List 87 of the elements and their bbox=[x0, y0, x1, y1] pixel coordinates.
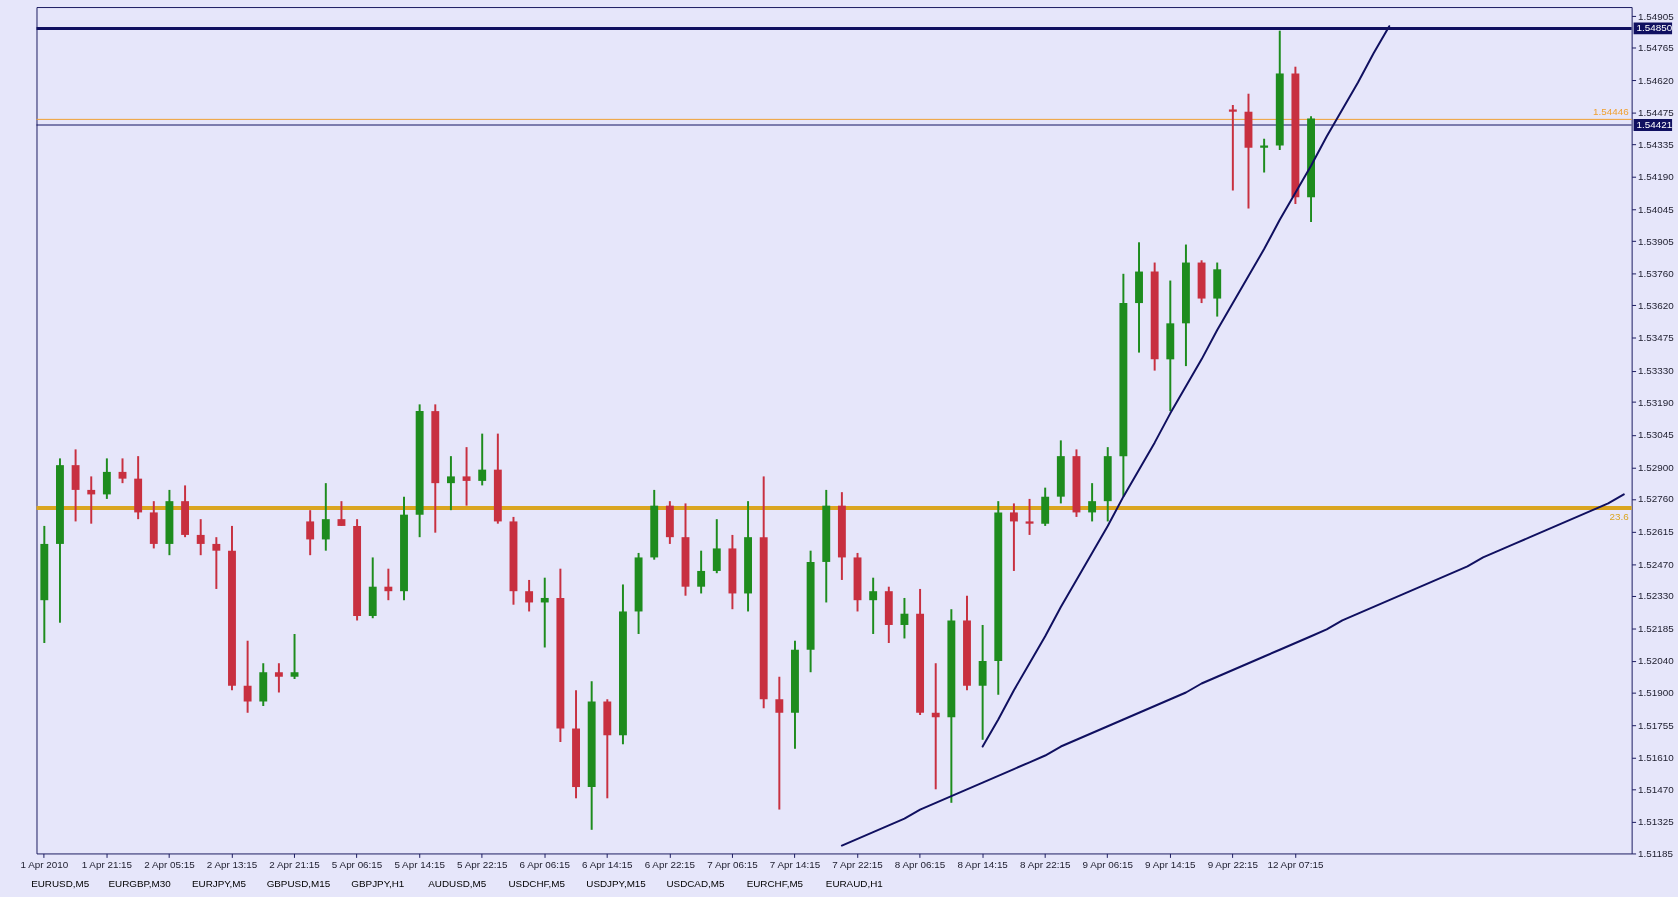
candlestick bbox=[243, 639, 252, 714]
x-tick-label: 8 Apr 14:15 bbox=[957, 858, 1009, 870]
x-tick-label: 9 Apr 06:15 bbox=[1082, 858, 1134, 870]
text: GBPUSD,M15 bbox=[266, 877, 331, 889]
x-tick-label: 8 Apr 06:15 bbox=[894, 858, 946, 870]
y-tick-label: 1.54765 bbox=[1638, 42, 1675, 54]
text: GBPJPY,H1 bbox=[351, 877, 405, 889]
ref-line-label: 1.54421 bbox=[1636, 118, 1673, 130]
y-tick-label: 1.54620 bbox=[1638, 74, 1675, 86]
y-tick-label: 1.52185 bbox=[1638, 622, 1675, 634]
y-tick-label: 1.52040 bbox=[1638, 655, 1675, 667]
y-tick-label: 1.51470 bbox=[1638, 783, 1675, 795]
x-tick-label: 6 Apr 22:15 bbox=[644, 858, 696, 870]
y-tick-label: 1.52330 bbox=[1638, 590, 1675, 602]
candlestick bbox=[306, 509, 315, 557]
y-tick-label: 1.53330 bbox=[1638, 365, 1675, 377]
candlestick bbox=[900, 596, 909, 640]
candlestick bbox=[196, 518, 205, 557]
x-tick-label: 2 Apr 21:15 bbox=[269, 858, 321, 870]
candlestick bbox=[337, 500, 346, 527]
x-tick-label: 7 Apr 22:15 bbox=[832, 858, 884, 870]
ref-line-label: 1.54850 bbox=[1636, 22, 1673, 34]
y-tick-label: 1.53190 bbox=[1638, 396, 1675, 408]
y-tick-label: 1.52760 bbox=[1638, 493, 1675, 505]
candlestick bbox=[869, 576, 878, 635]
y-tick-label: 1.51325 bbox=[1638, 816, 1675, 828]
x-tick-label: 1 Apr 21:15 bbox=[81, 858, 133, 870]
ref-line-label: 1.54446 bbox=[1593, 106, 1630, 118]
text: EURCHF,M5 bbox=[746, 877, 804, 889]
x-tick-label: 5 Apr 14:15 bbox=[394, 858, 446, 870]
y-tick-label: 1.53760 bbox=[1638, 268, 1675, 280]
y-tick-label: 1.51755 bbox=[1638, 719, 1675, 731]
candlestick bbox=[525, 578, 534, 613]
y-tick-label: 1.51185 bbox=[1638, 847, 1674, 859]
annotation: 23.6 bbox=[1609, 510, 1630, 522]
text: USDCAD,M5 bbox=[666, 877, 726, 889]
text: EURAUD,H1 bbox=[825, 877, 883, 889]
candlestick bbox=[712, 518, 721, 575]
y-tick-label: 1.52615 bbox=[1638, 526, 1675, 537]
text: AUDUSD,M5 bbox=[428, 877, 487, 889]
x-tick-label: 2 Apr 13:15 bbox=[206, 858, 258, 870]
x-tick-label: 2 Apr 05:15 bbox=[144, 858, 196, 870]
text: USDJPY,M15 bbox=[586, 877, 647, 889]
candlestick bbox=[321, 482, 330, 552]
x-tick-label: 7 Apr 06:15 bbox=[707, 858, 759, 870]
candlestick bbox=[212, 536, 221, 590]
y-tick-label: 1.54190 bbox=[1638, 171, 1675, 183]
candlestick bbox=[478, 432, 487, 487]
y-tick-label: 1.53045 bbox=[1638, 429, 1675, 441]
text: EURUSD,M5 bbox=[31, 877, 90, 889]
x-tick-label: 5 Apr 22:15 bbox=[456, 858, 508, 870]
candlestick bbox=[1009, 502, 1018, 572]
y-tick-label: 1.54335 bbox=[1638, 138, 1675, 150]
y-tick-label: 1.52900 bbox=[1638, 461, 1675, 473]
x-tick-label: 1 Apr 2010 bbox=[20, 858, 69, 870]
y-tick-label: 1.53905 bbox=[1638, 235, 1675, 247]
x-tick-label: 8 Apr 22:15 bbox=[1019, 858, 1071, 870]
x-tick-label: 6 Apr 14:15 bbox=[582, 858, 634, 870]
x-tick-label: 12 Apr 07:15 bbox=[1267, 858, 1324, 870]
candlestick bbox=[1228, 103, 1237, 192]
text: USDCHF,M5 bbox=[508, 877, 566, 889]
y-tick-label: 1.54475 bbox=[1638, 107, 1675, 119]
y-tick-label: 1.54045 bbox=[1638, 204, 1675, 216]
candlestick bbox=[1088, 482, 1097, 523]
y-tick-label: 1.54905 bbox=[1638, 10, 1675, 22]
candlestick bbox=[462, 446, 471, 507]
x-tick-label: 7 Apr 14:15 bbox=[769, 858, 821, 870]
text: EURGBP,M30 bbox=[108, 877, 172, 889]
x-tick-label: 6 Apr 06:15 bbox=[519, 858, 571, 870]
y-tick-label: 1.53475 bbox=[1638, 332, 1675, 344]
candlestick bbox=[1260, 137, 1269, 174]
candlestick bbox=[1025, 497, 1034, 536]
y-tick-label: 1.53620 bbox=[1638, 299, 1675, 311]
x-tick-label: 9 Apr 14:15 bbox=[1145, 858, 1197, 870]
x-tick-label: 5 Apr 06:15 bbox=[331, 858, 383, 870]
candlestick bbox=[775, 675, 784, 811]
candlestick bbox=[274, 662, 283, 694]
x-tick-label: 9 Apr 22:15 bbox=[1207, 858, 1259, 870]
candlestick bbox=[290, 632, 299, 680]
candlestick bbox=[102, 457, 111, 500]
y-tick-label: 1.51900 bbox=[1638, 686, 1675, 698]
y-tick-label: 1.51610 bbox=[1638, 752, 1675, 764]
y-tick-label: 1.52470 bbox=[1638, 558, 1675, 570]
candlestick bbox=[118, 457, 127, 485]
text: EURJPY,M5 bbox=[191, 877, 247, 889]
candlestick bbox=[697, 549, 706, 595]
candlestick bbox=[446, 455, 455, 512]
